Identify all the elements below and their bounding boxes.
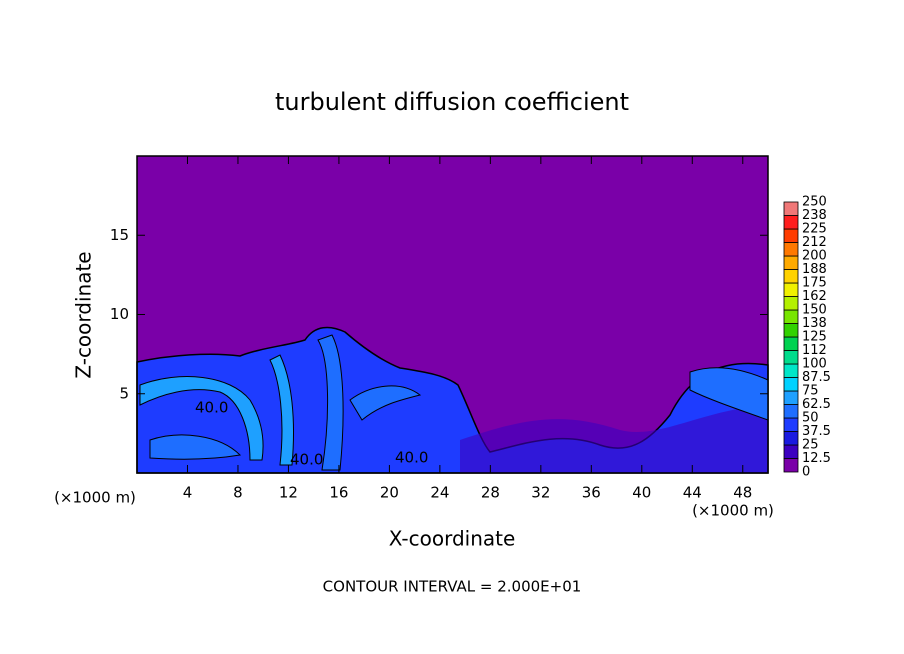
colorbar-box [783,323,799,338]
x-tick-label: 12 [279,484,298,502]
colorbar-label: 188 [802,262,827,277]
x-tick-label: 8 [233,484,243,502]
colorbar-box [783,215,799,230]
x-tick-label: 36 [582,484,601,502]
footnote: CONTOUR INTERVAL = 2.000E+01 [323,578,582,596]
colorbar-label: 87.5 [802,370,831,385]
colorbar-label: 138 [802,316,827,331]
colorbar-box [783,228,799,243]
contour-label: 40.0 [290,451,323,469]
field-region [460,405,768,473]
colorbar-box [783,296,799,311]
colorbar-label: 238 [802,208,827,223]
colorbar-label: 162 [802,289,827,304]
colorbar-box [783,309,799,324]
field-streak [139,376,264,461]
x-tick-label: 16 [329,484,348,502]
chart-title: turbulent diffusion coefficient [275,88,629,116]
colorbar-box [783,350,799,365]
x-tick-label: 4 [183,484,193,502]
colorbar-box [783,242,799,257]
y-tick-label: 10 [110,305,129,323]
x-tick-label: 44 [683,484,702,502]
x-tick-label: 20 [380,484,399,502]
colorbar-label: 200 [802,249,827,264]
x-unit: (×1000 m) [692,502,774,520]
field-streak [269,354,294,466]
colorbar-label: 225 [802,222,827,237]
colorbar-label: 75 [802,384,819,399]
colorbar-box [783,282,799,297]
colorbar-box [783,444,799,459]
field [136,156,769,474]
colorbar-label: 150 [802,303,827,318]
colorbar-box [783,201,799,216]
x-tick-label: 24 [430,484,449,502]
contour-label: 40.0 [195,399,228,417]
x-unit: (×1000 m) [54,489,136,507]
colorbar-box [783,390,799,405]
contour-label: 40.0 [395,449,428,467]
y-tick-label: 15 [110,226,129,244]
colorbar-box [783,417,799,432]
colorbar-box [783,269,799,284]
colorbar-box [783,431,799,446]
colorbar-label: 212 [802,235,827,250]
colorbar-label: 50 [802,411,819,426]
field-streak [149,434,242,460]
colorbar-label: 25 [802,438,819,453]
colorbar-box [783,255,799,270]
field-streak [317,334,344,471]
colorbar-label: 37.5 [802,424,831,439]
x-tick-label: 28 [481,484,500,502]
colorbar-label: 125 [802,330,827,345]
y-tick-label: 5 [119,384,129,402]
colorbar-box [783,336,799,351]
colorbar-box [783,377,799,392]
x-tick-label: 32 [531,484,550,502]
colorbar-box [783,404,799,419]
colorbar-label: 112 [802,343,827,358]
y-axis-label: Z-coordinate [72,251,96,378]
colorbar-box [783,363,799,378]
colorbar-label: 100 [802,357,827,372]
colorbar-label: 250 [802,195,827,210]
field-streak [349,385,422,421]
colorbar-box [783,458,799,473]
colorbar-label: 62.5 [802,397,831,412]
colorbar-label: 0 [802,465,810,480]
colorbar-label: 175 [802,276,827,291]
x-tick-label: 40 [632,484,651,502]
x-axis-label: X-coordinate [389,527,516,551]
x-tick-label: 48 [733,484,752,502]
colorbar-label: 12.5 [802,451,831,466]
field-region [136,326,769,474]
